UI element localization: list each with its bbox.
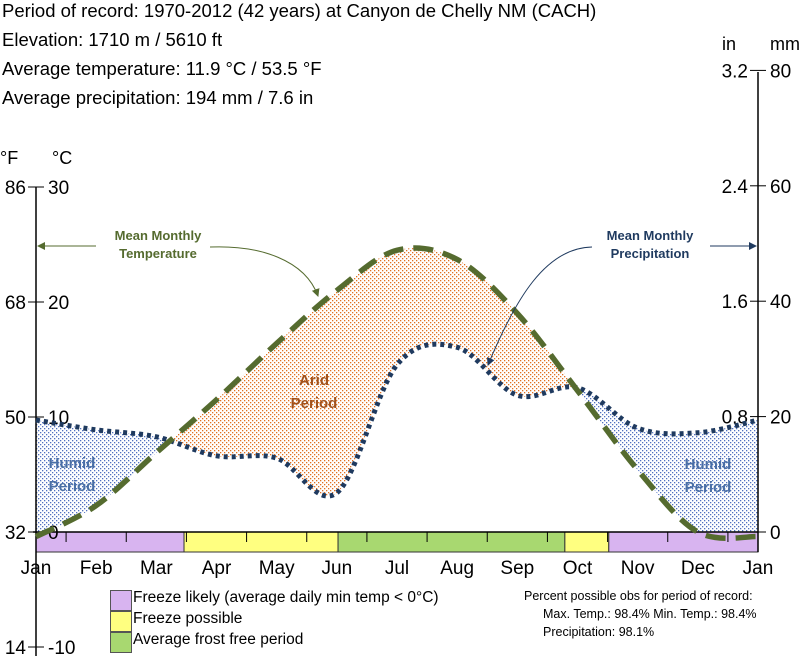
- obs-title: Percent possible obs for period of recor…: [524, 589, 753, 603]
- humid-label: Period: [49, 478, 96, 495]
- month-label: Aug: [440, 558, 474, 579]
- celsius-tick-label: 0: [48, 523, 59, 544]
- celsius-tick-label: -10: [48, 638, 75, 656]
- humid-label: Period: [685, 479, 732, 496]
- mm-tick-label: 80: [770, 61, 791, 82]
- legend-swatch-freeze-likely: [110, 590, 132, 611]
- celsius-tick-label: 30: [48, 178, 69, 199]
- obs-temps: Max. Temp.: 98.4% Min. Temp.: 98.4%: [543, 607, 757, 621]
- average-temperature: Average temperature: 11.9 °C / 53.5 °F: [2, 58, 322, 79]
- celsius-tick-label: 10: [48, 408, 69, 429]
- month-label: Mar: [140, 558, 173, 579]
- inch-tick-label: 3.2: [722, 61, 748, 82]
- arid-area: [36, 248, 758, 497]
- legend-swatch-freeze-possible: [110, 611, 132, 632]
- month-label: Oct: [563, 558, 593, 579]
- humid-area: [36, 344, 758, 532]
- fahrenheit-tick-label: 14: [5, 638, 27, 656]
- mm-tick-label: 20: [770, 408, 791, 429]
- temperature-label: Mean Monthly: [115, 228, 202, 243]
- month-label: Apr: [202, 558, 232, 579]
- temperature-curve: [34, 245, 759, 541]
- precipitation-curve-arrow: [486, 246, 593, 366]
- elevation: Elevation: 1710 m / 5610 ft: [2, 29, 223, 50]
- month-label: May: [259, 558, 295, 579]
- fahrenheit-tick-label: 68: [5, 293, 26, 314]
- month-label: Nov: [621, 558, 655, 579]
- month-label: Sep: [500, 558, 534, 579]
- record-period: Period of record: 1970-2012 (42 years) a…: [2, 0, 597, 21]
- arid-label: Period: [291, 395, 338, 412]
- fahrenheit-tick-label: 32: [5, 523, 26, 544]
- mm-unit: mm: [770, 34, 800, 54]
- month-label: Jan: [21, 558, 52, 579]
- arid-label: Arid: [299, 372, 329, 389]
- mm-tick-label: 0: [770, 523, 781, 544]
- frost-bar-segment: [337, 531, 566, 553]
- legend-frost-free: Average frost free period: [133, 631, 304, 648]
- frost-bar-segment: [564, 531, 610, 553]
- inch-tick-label: 1.6: [722, 292, 748, 313]
- temperature-label: Temperature: [119, 246, 197, 261]
- inch-tick-label: 2.4: [722, 177, 749, 198]
- obs-precip: Precipitation: 98.1%: [543, 625, 655, 639]
- inch-unit: in: [722, 34, 736, 54]
- inch-tick-label: 0.8: [722, 408, 748, 429]
- month-label: Jul: [385, 558, 409, 579]
- legend-freeze-possible: Freeze possible: [133, 610, 243, 627]
- humid-label: Humid: [49, 455, 96, 472]
- temperature-curve-arrow: [209, 246, 320, 297]
- legend-swatch-frost-free: [110, 632, 132, 653]
- precipitation-curve: [35, 341, 759, 499]
- month-label: Dec: [681, 558, 715, 579]
- mm-tick-label: 60: [770, 177, 791, 198]
- celsius-tick-label: 20: [48, 293, 69, 314]
- celsius-unit: °C: [52, 148, 72, 168]
- average-precipitation: Average precipitation: 194 mm / 7.6 in: [2, 87, 314, 108]
- humid-label: Humid: [685, 456, 732, 473]
- precipitation-label: Mean Monthly: [607, 228, 694, 243]
- frost-bar-segment: [183, 531, 339, 553]
- fahrenheit-tick-label: 50: [5, 408, 26, 429]
- frost-bar-segment: [608, 531, 759, 553]
- fahrenheit-tick-label: 86: [5, 178, 26, 199]
- precipitation-label: Precipitation: [611, 246, 690, 261]
- mm-tick-label: 40: [770, 292, 791, 313]
- month-label: Jun: [322, 558, 353, 579]
- month-label: Jan: [743, 558, 774, 579]
- fahrenheit-unit: °F: [0, 148, 18, 168]
- month-label: Feb: [80, 558, 113, 579]
- legend-freeze-likely: Freeze likely (average daily min temp < …: [133, 589, 439, 606]
